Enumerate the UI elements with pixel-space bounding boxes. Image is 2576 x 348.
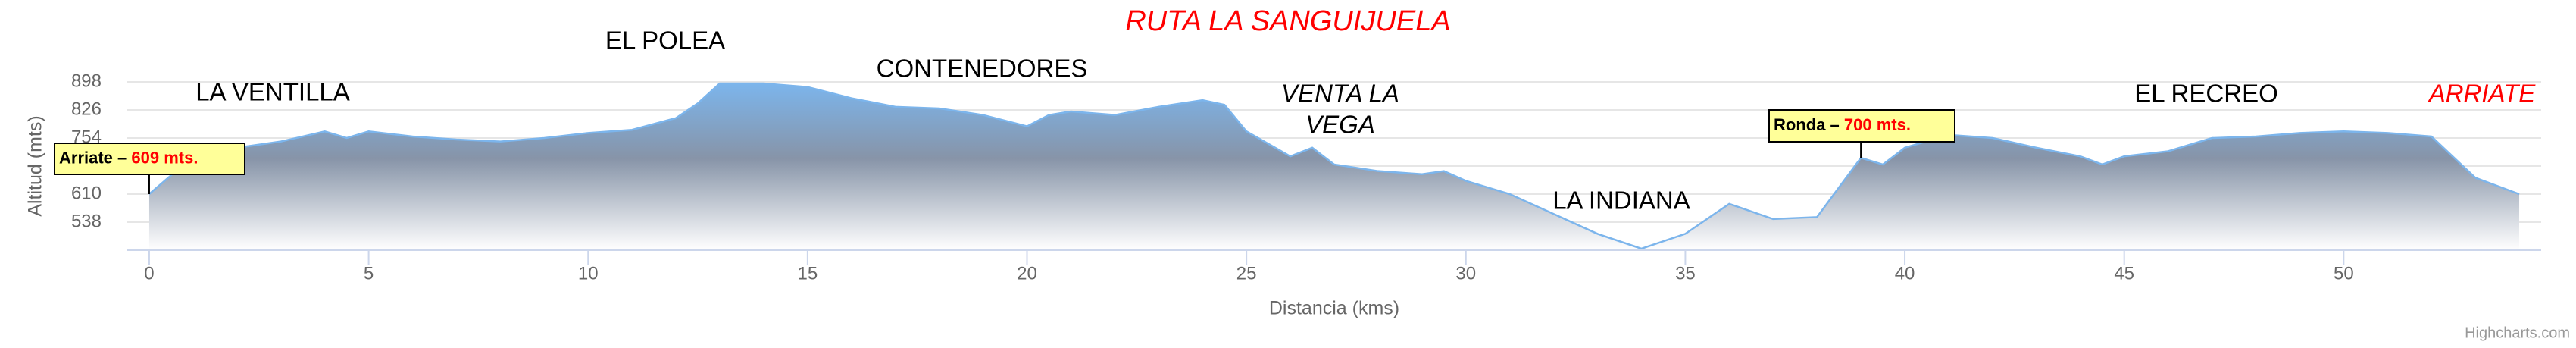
annotation: CONTENEDORES [877,55,1088,83]
flag-text: Arriate – 609 mts. [59,148,198,167]
x-tick-label: 0 [144,263,154,284]
x-tick-label: 20 [1017,263,1037,284]
annotation: LA VENTILLA [195,78,350,106]
y-tick-label: 826 [71,99,102,119]
flag-label: 700 mts. [1844,115,1911,134]
annotation: VENTA LA [1281,80,1399,108]
flag-box [1768,109,1955,143]
y-tick-label: 538 [71,211,102,231]
chart-title: RUTA LA SANGUIJUELA [1125,5,1450,37]
x-tick-label: 30 [1455,263,1476,284]
x-tick-label: 35 [1675,263,1696,284]
flag-title: Arriate – [59,148,131,167]
flag-label: 609 mts. [131,148,198,167]
flag-text: Ronda – 700 mts. [1774,115,1911,134]
x-tick-label: 40 [1895,263,1915,284]
x-axis-title: Distancia (kms) [1269,298,1399,319]
line [148,82,2520,250]
flag-title: Ronda – [1774,115,1844,134]
flag-box [54,143,245,175]
y-tick-label: 898 [71,71,102,91]
credit: Highcharts.com [2465,324,2570,341]
x-tick-label: 5 [364,263,374,284]
y-axis-title: Altitud (mts) [25,115,46,216]
annotation: VEGA [1305,111,1375,139]
area [148,83,2520,250]
x-tick-label: 45 [2114,263,2134,284]
x-tick-label: 50 [2334,263,2354,284]
annotation: EL RECREO [2134,80,2278,108]
annotation: ARRIATE [2428,80,2537,108]
x-tick-label: 10 [578,263,599,284]
x-tick-label: 15 [798,263,818,284]
x-tick-label: 25 [1236,263,1257,284]
annotation: LA INDIANA [1552,187,1690,215]
annotation: EL POLEA [605,27,725,55]
y-tick-label: 610 [71,183,102,203]
